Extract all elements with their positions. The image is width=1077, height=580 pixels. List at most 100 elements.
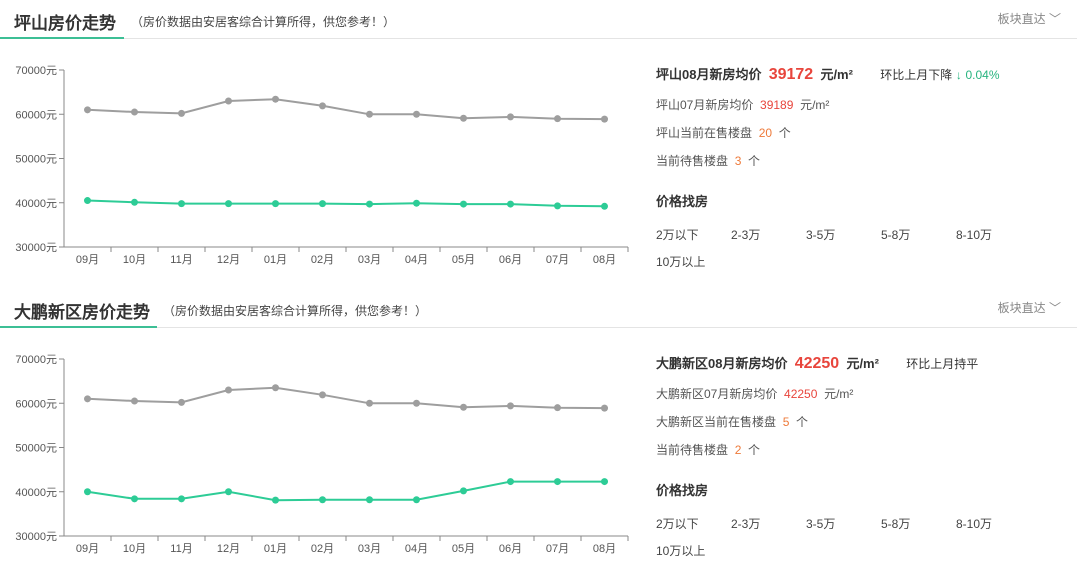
x-tick-label: 06月	[499, 543, 522, 555]
price-link-8-10w[interactable]: 8-10万	[956, 228, 993, 242]
y-tick-label: 30000元	[15, 242, 57, 254]
onsale-count[interactable]: 5	[782, 415, 790, 429]
series-1-point	[178, 200, 185, 208]
price-unit: 元/m²	[824, 387, 854, 401]
price-link-3-5w[interactable]: 3-5万	[806, 228, 836, 242]
count-unit: 个	[748, 443, 761, 457]
y-tick-label: 60000元	[15, 398, 57, 410]
pending-count[interactable]: 2	[734, 443, 742, 457]
x-tick-label: 08月	[593, 254, 616, 266]
pending-count[interactable]: 3	[734, 154, 742, 168]
y-tick-label: 30000元	[15, 531, 57, 543]
series-0-point	[554, 115, 561, 123]
series-0-point	[84, 395, 91, 403]
price-link-2-3w[interactable]: 2-3万	[731, 517, 761, 531]
series-0-point	[272, 384, 279, 392]
series-0-point	[178, 398, 185, 406]
onsale-label: 坪山当前在售楼盘	[656, 126, 753, 140]
series-0-point	[507, 402, 514, 410]
x-tick-label: 09月	[76, 254, 99, 266]
prev-price-row: 大鹏新区07月新房均价 42250 元/m²	[656, 385, 853, 402]
series-0-point	[225, 386, 232, 394]
section-title: 坪山房价走势	[14, 14, 116, 33]
x-tick-label: 04月	[405, 254, 428, 266]
series-0-point	[413, 399, 420, 407]
x-tick-label: 03月	[358, 543, 381, 555]
y-tick-label: 40000元	[15, 198, 57, 210]
price-link-8-10w[interactable]: 8-10万	[956, 517, 993, 531]
series-1-point	[460, 200, 467, 208]
series-0-point	[366, 110, 373, 118]
price-trend-section-dapeng: 大鹏新区房价走势 （房价数据由安居客综合计算所得，供您参考！） 板块直达 ﹀ 7…	[0, 289, 1077, 580]
chevron-down-icon: ﹀	[1048, 301, 1061, 315]
price-unit: 元/m²	[846, 356, 879, 371]
x-tick-label: 07月	[546, 254, 569, 266]
price-link-3-5w[interactable]: 3-5万	[806, 517, 836, 531]
price-unit: 元/m²	[820, 67, 853, 82]
series-0-point	[554, 404, 561, 412]
area-direct-link[interactable]: 板块直达 ﹀	[997, 12, 1061, 26]
x-tick-label: 03月	[358, 254, 381, 266]
onsale-count[interactable]: 20	[758, 126, 773, 140]
price-search-title: 价格找房	[656, 483, 709, 498]
series-1-point	[178, 495, 185, 503]
x-tick-label: 07月	[546, 543, 569, 555]
y-tick-label: 50000元	[15, 154, 57, 166]
price-link-under-2w[interactable]: 2万以下	[656, 228, 699, 242]
current-price-value: 42250	[794, 355, 840, 372]
x-tick-label: 10月	[123, 254, 146, 266]
series-1-point	[601, 202, 608, 210]
series-1-point	[601, 478, 608, 486]
price-link-5-8w[interactable]: 5-8万	[881, 228, 911, 242]
data-source-note: （房价数据由安居客综合计算所得，供您参考！）	[163, 304, 428, 318]
series-0-point	[460, 403, 467, 411]
line-chart-svg: 70000元 60000元 50000元 40000元 30000元 09月 10月 11月 1…	[15, 65, 629, 266]
price-link-5-8w[interactable]: 5-8万	[881, 517, 911, 531]
x-tick-label: 11月	[170, 543, 192, 555]
x-tick-label: 02月	[311, 254, 334, 266]
x-tick-label: 08月	[593, 543, 616, 555]
pending-label: 当前待售楼盘	[656, 443, 729, 457]
area-direct-link[interactable]: 板块直达 ﹀	[997, 301, 1061, 315]
price-link-over-10w[interactable]: 10万以上	[656, 255, 706, 269]
x-tick-label: 06月	[499, 254, 522, 266]
y-tick-label: 70000元	[15, 65, 57, 77]
series-1-point	[507, 478, 514, 486]
price-link-over-10w[interactable]: 10万以上	[656, 544, 706, 558]
y-tick-label: 50000元	[15, 443, 57, 455]
x-tick-label: 01月	[264, 254, 287, 266]
series-1-point	[131, 495, 138, 503]
series-0-point	[601, 404, 608, 412]
x-tick-label: 11月	[170, 254, 192, 266]
price-link-under-2w[interactable]: 2万以下	[656, 517, 699, 531]
x-tick-label: 09月	[76, 543, 99, 555]
prev-price-label: 坪山07月新房均价	[656, 98, 754, 112]
series-1-point	[225, 488, 232, 496]
line-chart-svg: 70000元 60000元 50000元 40000元 30000元 09月 10月 11月 1…	[15, 354, 629, 555]
series-1-point	[84, 488, 91, 496]
section-title: 大鹏新区房价走势	[14, 303, 150, 322]
series-0-point	[178, 109, 185, 117]
y-tick-label: 70000元	[15, 354, 57, 366]
series-0-point	[507, 113, 514, 121]
series-0-point	[131, 397, 138, 405]
series-0-point	[413, 110, 420, 118]
series-1-line	[87, 480, 605, 502]
month-change-label: 环比上月下降	[880, 68, 953, 82]
price-link-2-3w[interactable]: 2-3万	[731, 228, 761, 242]
series-0-point	[366, 399, 373, 407]
series-1-point	[319, 200, 326, 208]
series-0-point	[460, 114, 467, 122]
prev-price-label: 大鹏新区07月新房均价	[656, 387, 778, 401]
series-1-point	[84, 197, 91, 205]
pending-row: 当前待售楼盘 2 个	[656, 441, 760, 458]
series-1-point	[460, 487, 467, 495]
series-1-point	[225, 200, 232, 208]
x-tick-label: 01月	[264, 543, 287, 555]
title-underline	[0, 37, 124, 39]
month-change-label: 环比上月持平	[906, 357, 979, 371]
count-unit: 个	[748, 154, 761, 168]
chevron-down-icon: ﹀	[1048, 12, 1061, 26]
onsale-label: 大鹏新区当前在售楼盘	[656, 415, 777, 429]
series-1-point	[413, 199, 420, 207]
